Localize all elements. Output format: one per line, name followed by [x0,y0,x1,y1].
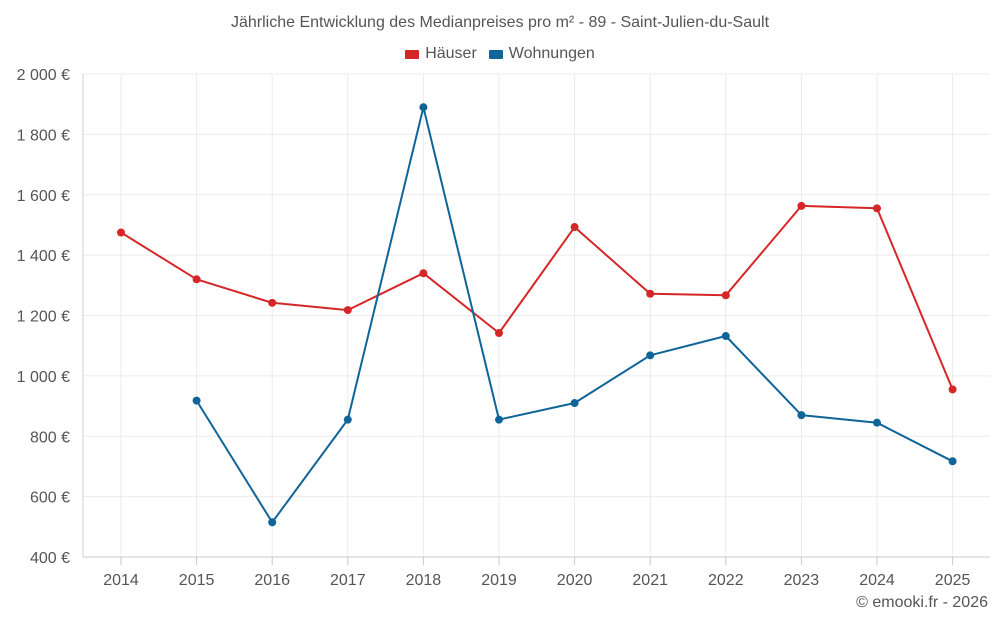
data-point-houses [419,269,428,278]
x-tick-label: 2018 [406,572,442,589]
data-point-houses [721,291,730,300]
data-point-apartments [419,103,428,112]
data-point-houses [948,385,957,394]
y-tick-label: 1 400 € [17,248,70,265]
data-point-apartments [192,396,201,405]
data-point-houses [570,223,579,232]
data-point-apartments [268,518,277,527]
y-tick-label: 400 € [30,550,70,567]
y-tick-label: 1 200 € [17,309,70,326]
x-tick-label: 2021 [632,572,668,589]
series [117,103,957,527]
y-tick-label: 600 € [30,490,70,507]
legend-item-houses[interactable]: Häuser [405,45,477,63]
data-point-houses [646,289,655,298]
data-point-apartments [948,457,957,466]
x-tick-label: 2019 [481,572,517,589]
data-point-apartments [570,399,579,408]
data-point-houses [192,275,201,284]
x-tick-label: 2024 [859,572,895,589]
x-tick-label: 2025 [935,572,971,589]
data-point-apartments [873,418,881,427]
grid [83,73,990,557]
data-point-houses [117,228,125,237]
y-tick-label: 1 600 € [17,188,70,205]
data-point-apartments [343,415,352,424]
x-tick-label: 2023 [784,572,820,589]
chart-title: Jährliche Entwicklung des Medianpreises … [230,14,770,31]
x-tick-label: 2022 [708,572,744,589]
series-line-houses [120,204,954,390]
y-tick-label: 2 000 € [17,67,70,84]
data-point-houses [495,329,503,338]
x-tick-label: 2016 [254,572,290,589]
x-tick-label: 2015 [179,572,215,589]
legend-swatch-houses [405,49,420,59]
data-point-apartments [721,332,730,341]
y-tick-label: 1 800 € [17,127,70,144]
y-tick-label: 1 000 € [17,369,70,386]
x-tick-label: 2017 [330,572,366,589]
data-point-houses [343,306,352,315]
data-point-houses [797,201,806,210]
credit-text: © emooki.fr - 2026 [856,594,988,611]
data-point-houses [268,298,277,307]
legend: Häuser Wohnungen [0,45,1000,63]
y-tick-label: 800 € [30,429,70,446]
x-tick-label: 2020 [557,572,593,589]
data-point-apartments [797,411,806,420]
legend-swatch-apartments [488,49,503,59]
legend-label-apartments: Wohnungen [508,45,595,62]
data-point-apartments [495,415,503,424]
legend-label-houses: Häuser [425,45,477,62]
x-tick-label: 2014 [103,572,139,589]
legend-item-apartments[interactable]: Wohnungen [488,45,595,63]
data-point-apartments [646,351,655,360]
data-point-houses [873,204,881,213]
axes: 400 € 600 € 800 € 1 000 € 1 200 € 1 400 € 1 60… [17,67,990,589]
